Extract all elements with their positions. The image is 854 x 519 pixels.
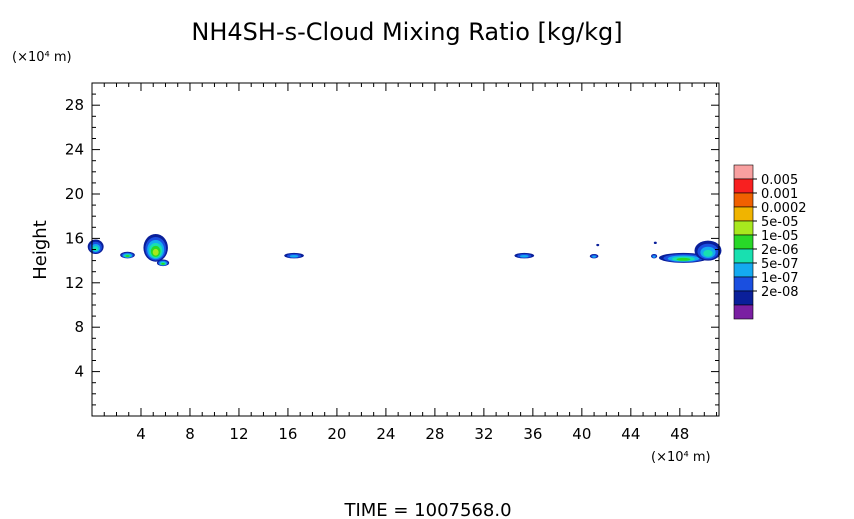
cloud-contour — [152, 248, 159, 256]
time-footer: TIME = 1007568.0 — [343, 500, 511, 519]
y-tick-label: 28 — [65, 96, 84, 114]
cloud-cell — [658, 252, 708, 263]
cloud-cell — [653, 241, 657, 245]
cloud-cell — [589, 253, 599, 259]
colorbar-label: 0.0002 — [761, 201, 807, 216]
colorbar-swatch — [733, 192, 754, 208]
colorbar-swatch — [733, 234, 754, 250]
x-tick-label: 8 — [185, 425, 195, 443]
colorbar-label: 5e-07 — [761, 257, 799, 272]
y-scale-label: (×10⁴ m) — [12, 50, 72, 65]
cloud-cell — [694, 240, 722, 261]
cloud-cell — [120, 251, 135, 259]
cloud-contour — [289, 254, 299, 258]
colorbar-label: 0.005 — [761, 173, 798, 188]
x-tick-label: 44 — [621, 425, 640, 443]
cloud-contour — [592, 255, 596, 258]
plot-frame — [91, 82, 720, 417]
x-tick-label: 16 — [278, 425, 297, 443]
x-tick-label: 12 — [229, 425, 248, 443]
x-scale-label: (×10⁴ m) — [651, 450, 711, 465]
cloud-contour — [161, 262, 165, 265]
cloud-contour — [125, 255, 130, 258]
colorbar-swatch — [733, 262, 754, 278]
x-tick-label: 28 — [425, 425, 444, 443]
colorbar-label: 2e-08 — [761, 285, 799, 300]
cloud-contour — [653, 241, 657, 245]
cloud-contour — [519, 254, 529, 258]
y-tick-label: 8 — [74, 318, 84, 336]
cloud-cell — [143, 233, 168, 262]
cloud-contour — [703, 249, 713, 257]
cloud-cell — [596, 243, 600, 247]
y-tick-label: 16 — [65, 229, 84, 247]
cloud-contour — [652, 255, 656, 258]
x-tick-label: 48 — [670, 425, 689, 443]
colorbar-swatch — [733, 220, 754, 236]
colorbar-label: 5e-05 — [761, 215, 799, 230]
x-tick-label: 4 — [136, 425, 146, 443]
y-tick-label: 24 — [65, 141, 84, 159]
cloud-cell — [514, 252, 535, 259]
colorbar-swatch — [733, 290, 754, 306]
colorbar-swatch — [733, 248, 754, 264]
y-axis-label: Height — [30, 220, 51, 280]
chart-title: NH4SH-s-Cloud Mixing Ratio [kg/kg] — [191, 18, 622, 46]
colorbar-label: 1e-07 — [761, 271, 799, 286]
x-tick-label: 32 — [474, 425, 493, 443]
colorbar-swatch — [733, 304, 754, 320]
colorbar-swatch — [733, 276, 754, 292]
cloud-cell — [156, 259, 170, 267]
cloud-contour — [92, 246, 99, 252]
colorbar-swatch — [733, 206, 754, 222]
x-tick-label: 36 — [523, 425, 542, 443]
colorbar-label: 1e-05 — [761, 229, 799, 244]
y-tick-label: 4 — [74, 363, 84, 381]
x-tick-label: 20 — [327, 425, 346, 443]
colorbar-label: 0.001 — [761, 187, 798, 202]
cloud-contour — [596, 243, 600, 247]
x-tick-label: 40 — [572, 425, 591, 443]
cloud-cell — [87, 239, 104, 254]
x-tick-label: 24 — [376, 425, 395, 443]
colorbar-swatch — [733, 164, 754, 180]
colorbar-label: 2e-06 — [761, 243, 799, 258]
cloud-contour — [676, 257, 691, 261]
y-tick-label: 12 — [65, 274, 84, 292]
cloud-cell — [651, 253, 658, 259]
y-tick-label: 20 — [65, 185, 84, 203]
cloud-cell — [284, 252, 304, 259]
colorbar-swatch — [733, 178, 754, 194]
